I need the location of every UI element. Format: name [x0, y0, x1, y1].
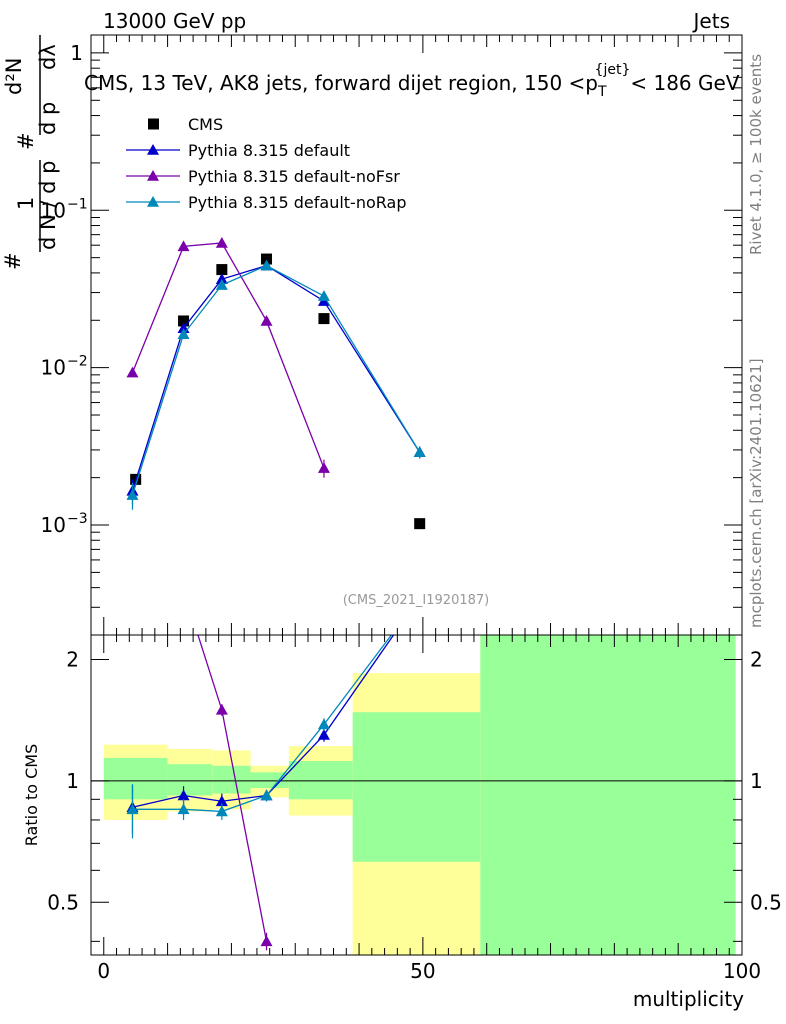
ratio-panel-frame: [90, 634, 743, 956]
plot-title-sup: {jet}: [595, 62, 631, 78]
ratio-series-1-point: [215, 703, 228, 715]
main-series-3-point: [177, 328, 190, 340]
ratio-panel: 0.5 0.5 1 1 2 2 0 50 100: [47, 584, 782, 983]
ratio-series-0-line: [132, 635, 395, 808]
ratio-band-green-0: [103, 757, 168, 800]
main-series-2-point: [215, 236, 228, 248]
main-series-1-point: [215, 273, 228, 284]
ratio-y-tick-label-right: 2: [750, 647, 763, 671]
legend: CMS Pythia 8.315 default Pythia 8.315 defa…: [126, 115, 406, 212]
ratio-band-green-6: [480, 635, 736, 955]
ylabel-numerator-2: d²N: [2, 58, 26, 95]
legend-label-1: Pythia 8.315 default: [188, 141, 350, 160]
main-y-tick-exponent: −2: [67, 354, 88, 370]
ylabel-hash-2: #: [14, 132, 38, 150]
ratio-series-2-line: [132, 635, 393, 813]
x-tick-label: 100: [723, 959, 761, 983]
ratio-axis-ticks: [91, 635, 743, 955]
main-axis-ticks: [91, 35, 743, 636]
mcplots-label: mcplots.cern.ch [arXiv:2401.10621]: [747, 358, 765, 628]
main-y-tick-exponent: −1: [67, 196, 88, 212]
ylabel-hash-1: #: [1, 252, 25, 270]
x-axis-label: multiplicity: [633, 987, 744, 1011]
ratio-series-2-point: [126, 803, 139, 815]
energy-label: 13000 GeV pp: [103, 9, 246, 33]
ratio-series-0-point: [317, 728, 330, 740]
main-panel: 110−110−210−3: [41, 34, 743, 636]
main-series-0-point: [414, 518, 426, 530]
ratio-series-layer: [126, 584, 395, 951]
ratio-band-green-4: [288, 761, 353, 800]
ratio-band-green-5: [352, 712, 481, 862]
main-series-0-point: [216, 264, 228, 276]
legend-marker-0: [148, 118, 159, 130]
ratio-y-tick-label-left: 1: [66, 769, 79, 793]
main-y-axis-label: # 1 d N / d p # d²N d p dλ: [1, 35, 60, 270]
main-series-3-point: [126, 489, 139, 500]
analysis-watermark: (CMS_2021_I1920187): [343, 593, 490, 608]
plot-title-sub: T: [597, 84, 607, 100]
main-series-0-point: [261, 253, 273, 265]
ratio-y-tick-label-right: 0.5: [750, 890, 782, 914]
legend-label-2: Pythia 8.315 default-noFsr: [188, 167, 400, 186]
main-y-tick-label: 10: [41, 198, 66, 222]
main-series-2-point: [126, 366, 139, 378]
main-y-tick-labels: 110−110−210−3: [41, 41, 88, 537]
ratio-series-2-point: [177, 803, 190, 815]
x-tick-label: 50: [410, 959, 435, 983]
ratio-y-axis-label: Ratio to CMS: [22, 744, 41, 846]
jets-label: Jets: [692, 9, 730, 33]
ratio-y-tick-labels: 0.5 0.5 1 1 2 2: [47, 647, 782, 914]
main-series-3-line: [131, 264, 421, 496]
main-series-1-line: [131, 264, 421, 491]
legend-marker-1: [147, 144, 159, 155]
main-series-3-point: [260, 259, 273, 271]
plot-title: CMS, 13 TeV, AK8 jets, forward dijet reg…: [84, 62, 740, 100]
main-series-0-point: [318, 313, 330, 325]
ratio-series-0-point: [177, 789, 190, 801]
ratio-series-2-point: [317, 718, 330, 730]
ratio-series-0-point: [215, 795, 228, 807]
main-series-3-point: [413, 446, 426, 458]
ratio-series-1-point: [178, 584, 190, 595]
legend-label-0: CMS: [188, 115, 223, 134]
main-y-tick-label: 1: [70, 41, 83, 65]
main-series-2-point: [260, 314, 273, 326]
x-tick-label: 0: [97, 959, 110, 983]
ratio-uncertainty-bands: [103, 635, 736, 955]
plot-title-end: < 186 GeV: [630, 71, 739, 95]
ratio-band-green-3: [250, 772, 289, 789]
ylabel-numerator-1: 1: [14, 197, 38, 210]
main-series-2-point: [177, 240, 190, 252]
main-series-0-point: [178, 315, 190, 327]
rivet-version-label: Rivet 4.1.0, ≥ 100k events: [747, 54, 765, 255]
ratio-y-tick-label-left: 2: [66, 647, 79, 671]
plot-title-main: CMS, 13 TeV, AK8 jets, forward dijet reg…: [84, 71, 598, 95]
legend-marker-3: [147, 196, 159, 207]
ratio-series-1-point: [260, 935, 273, 947]
main-series-2-point: [317, 462, 330, 473]
main-series-3-point: [317, 290, 330, 301]
legend-marker-2: [147, 170, 159, 181]
ratio-band-green-2: [212, 765, 251, 794]
ratio-series-1-line: [197, 635, 268, 942]
x-tick-labels: 0 50 100: [97, 959, 761, 983]
legend-label-3: Pythia 8.315 default-noRap: [188, 193, 406, 212]
ratio-series-2-point: [215, 805, 228, 817]
main-y-tick-exponent: −3: [67, 511, 88, 527]
main-y-tick-label: 10: [41, 513, 66, 537]
ratio-series-2-point: [260, 789, 273, 801]
ratio-y-tick-label-right: 1: [750, 769, 763, 793]
ratio-y-tick-label-left: 0.5: [47, 890, 79, 914]
main-series-3-point: [215, 279, 228, 290]
main-series-layer: [126, 236, 426, 530]
main-y-tick-label: 10: [41, 356, 66, 380]
ratio-band-green-1: [167, 764, 213, 796]
